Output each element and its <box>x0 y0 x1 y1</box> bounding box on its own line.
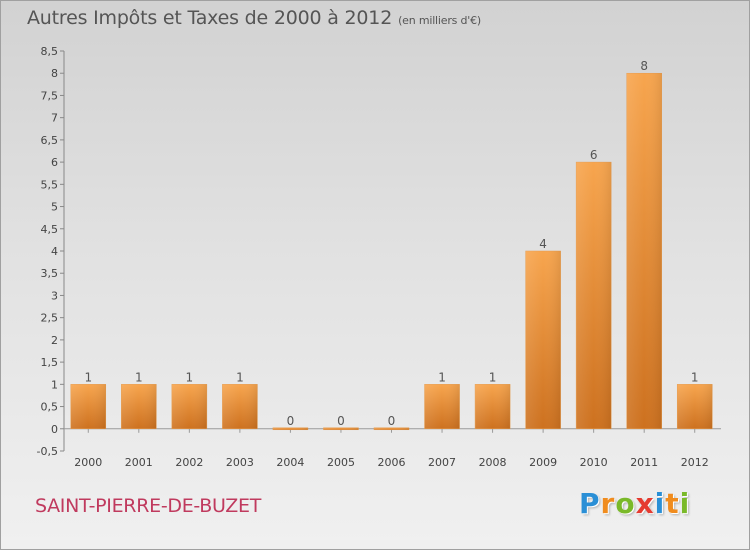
x-tick-label: 2001 <box>125 456 153 469</box>
x-tick-label: 2006 <box>378 456 406 469</box>
y-tick-label: 1,5 <box>41 356 59 369</box>
y-tick-label: 6,5 <box>41 134 59 147</box>
chart-data-labels: 1 1 1 1 0 0 0 1 1 4 6 8 1 <box>84 59 698 428</box>
data-label: 1 <box>186 370 194 384</box>
chart-subtitle: (en milliers d'€) <box>398 14 481 27</box>
x-tick-label: 2007 <box>428 456 456 469</box>
x-tick-label: 2009 <box>529 456 557 469</box>
bar-shade <box>677 384 713 429</box>
y-tick-label: 7,5 <box>41 89 59 102</box>
data-label: 1 <box>489 370 497 384</box>
x-tick-label: 2008 <box>479 456 507 469</box>
bar-shade <box>374 427 409 430</box>
data-label: 0 <box>388 414 396 428</box>
y-tick-label: 5,5 <box>41 178 59 191</box>
data-label: 1 <box>135 370 143 384</box>
data-label: 8 <box>640 59 648 73</box>
data-label: 1 <box>438 370 446 384</box>
y-tick-label: 6 <box>51 156 58 169</box>
data-label: 0 <box>337 414 345 428</box>
logo-letter: P <box>579 487 601 520</box>
bar-shade <box>576 162 612 429</box>
y-tick-label: 0 <box>51 423 58 436</box>
proxiti-logo[interactable]: Proxiti <box>579 487 690 520</box>
data-label: 1 <box>84 370 92 384</box>
y-tick-label: 8,5 <box>41 45 59 58</box>
x-tick-label: 2000 <box>74 456 102 469</box>
bar-shade <box>121 384 157 429</box>
logo-letter: i <box>679 487 691 520</box>
logo-letter: x <box>635 487 655 520</box>
y-tick-label: 2,5 <box>41 312 59 325</box>
y-tick-label: 8 <box>51 67 58 80</box>
chart-bars <box>70 72 713 431</box>
data-label: 0 <box>287 414 295 428</box>
chart-title-text: Autres Impôts et Taxes de 2000 à 2012 <box>27 7 393 29</box>
bar-shade <box>323 427 359 430</box>
commune-name: SAINT-PIERRE-DE-BUZET <box>35 495 262 517</box>
bar-shade <box>525 251 561 429</box>
y-tick-label: 4 <box>51 245 58 258</box>
bar-shade <box>222 384 258 429</box>
data-label: 4 <box>539 237 547 251</box>
data-label: 6 <box>590 148 598 162</box>
y-tick-label: 7 <box>51 112 58 125</box>
bar-shade <box>272 427 308 430</box>
bar-shade <box>424 384 460 429</box>
y-tick-label: 0,5 <box>41 401 59 414</box>
x-tick-label: 2003 <box>226 456 254 469</box>
bar-shade <box>475 384 511 429</box>
x-tick-label: 2005 <box>327 456 355 469</box>
logo-letter: r <box>600 487 616 520</box>
bar-shade <box>70 384 106 429</box>
logo-letter: i <box>654 487 666 520</box>
x-tick-label: 2010 <box>580 456 608 469</box>
logo-letter: o <box>615 487 636 520</box>
y-tick-label: -0,5 <box>37 445 58 458</box>
y-tick-label: 4,5 <box>41 223 59 236</box>
bar-shade <box>171 384 207 429</box>
data-label: 1 <box>236 370 244 384</box>
x-tick-label: 2002 <box>175 456 203 469</box>
x-tick-label: 2004 <box>276 456 304 469</box>
y-tick-label: 5 <box>51 201 58 214</box>
x-tick-label: 2011 <box>630 456 658 469</box>
data-label: 1 <box>691 370 699 384</box>
y-tick-label: 3 <box>51 289 58 302</box>
y-tick-label: 3,5 <box>41 267 59 280</box>
bar-shade <box>626 73 662 429</box>
y-tick-label: 2 <box>51 334 58 347</box>
y-tick-label: 1 <box>51 378 58 391</box>
logo-letter: t <box>665 487 680 520</box>
chart-title: Autres Impôts et Taxes de 2000 à 2012 (en… <box>27 7 481 29</box>
x-tick-label: 2012 <box>681 456 709 469</box>
